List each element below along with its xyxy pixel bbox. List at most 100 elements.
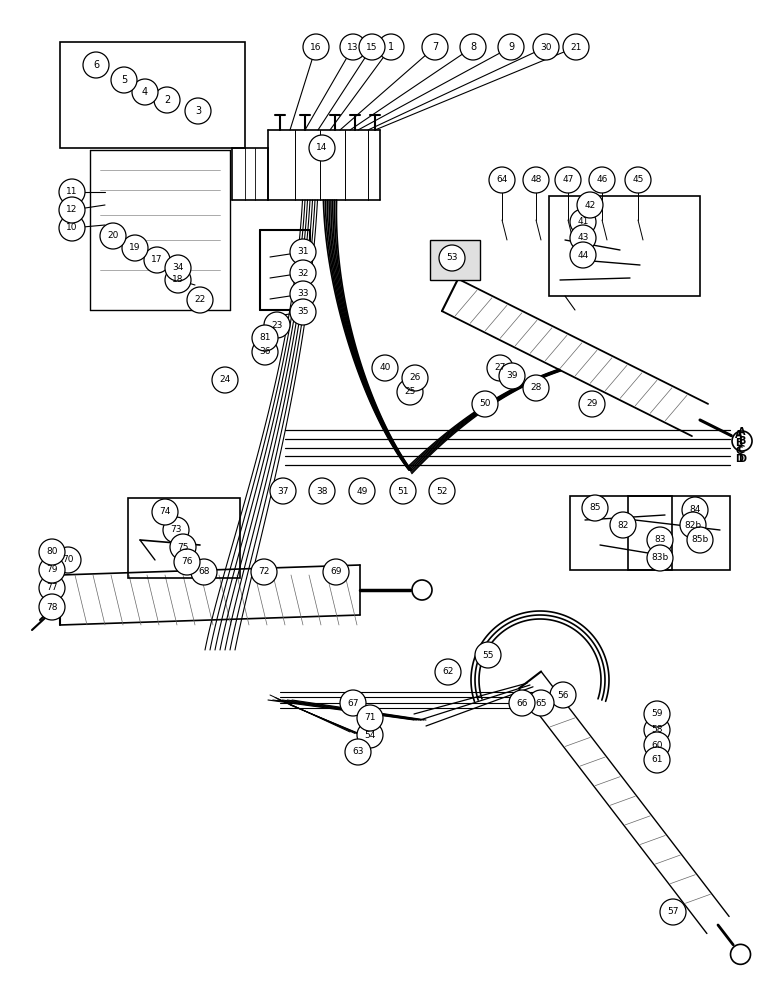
Circle shape bbox=[340, 690, 366, 716]
Circle shape bbox=[264, 312, 290, 338]
Circle shape bbox=[290, 239, 316, 265]
Circle shape bbox=[55, 547, 81, 573]
Text: 25: 25 bbox=[405, 387, 415, 396]
Circle shape bbox=[122, 235, 148, 261]
Circle shape bbox=[357, 722, 383, 748]
Text: 82b: 82b bbox=[685, 520, 702, 530]
Text: 83: 83 bbox=[654, 536, 665, 544]
Text: 41: 41 bbox=[577, 218, 589, 227]
Circle shape bbox=[528, 690, 554, 716]
Text: 27: 27 bbox=[494, 363, 506, 372]
Circle shape bbox=[582, 495, 608, 521]
Text: 49: 49 bbox=[357, 487, 367, 495]
Text: 5: 5 bbox=[121, 75, 127, 85]
Circle shape bbox=[402, 365, 428, 391]
Circle shape bbox=[39, 539, 65, 565]
Circle shape bbox=[439, 245, 465, 271]
Circle shape bbox=[303, 34, 329, 60]
Circle shape bbox=[309, 135, 335, 161]
Circle shape bbox=[687, 527, 713, 553]
Circle shape bbox=[487, 355, 513, 381]
Text: 16: 16 bbox=[310, 42, 322, 51]
Circle shape bbox=[523, 375, 549, 401]
Text: 10: 10 bbox=[66, 224, 78, 232]
Circle shape bbox=[165, 255, 191, 281]
Circle shape bbox=[270, 478, 296, 504]
Text: 66: 66 bbox=[516, 698, 528, 708]
Circle shape bbox=[59, 179, 85, 205]
Circle shape bbox=[509, 690, 535, 716]
Circle shape bbox=[489, 167, 515, 193]
Circle shape bbox=[555, 167, 581, 193]
Circle shape bbox=[152, 499, 178, 525]
Circle shape bbox=[187, 287, 213, 313]
Circle shape bbox=[252, 339, 278, 365]
Circle shape bbox=[359, 34, 385, 60]
Text: 9: 9 bbox=[508, 42, 514, 52]
Circle shape bbox=[309, 478, 335, 504]
Bar bbox=[430, 240, 480, 280]
Text: 83b: 83b bbox=[652, 554, 669, 562]
Circle shape bbox=[460, 34, 486, 60]
Circle shape bbox=[290, 281, 316, 307]
Text: 80: 80 bbox=[46, 548, 58, 556]
Circle shape bbox=[533, 34, 559, 60]
Text: 78: 78 bbox=[46, 602, 58, 611]
Circle shape bbox=[372, 355, 398, 381]
Text: 45: 45 bbox=[632, 176, 644, 184]
Text: 6: 6 bbox=[93, 60, 99, 70]
Circle shape bbox=[429, 478, 455, 504]
Circle shape bbox=[475, 642, 501, 668]
Circle shape bbox=[570, 242, 596, 268]
Text: 47: 47 bbox=[562, 176, 574, 184]
Text: 24: 24 bbox=[219, 375, 231, 384]
Circle shape bbox=[39, 594, 65, 620]
Circle shape bbox=[212, 367, 238, 393]
Circle shape bbox=[435, 659, 461, 685]
Circle shape bbox=[550, 682, 576, 708]
Text: 11: 11 bbox=[66, 188, 78, 196]
Circle shape bbox=[170, 534, 196, 560]
Circle shape bbox=[660, 899, 686, 925]
Text: 81: 81 bbox=[259, 334, 271, 342]
Circle shape bbox=[570, 209, 596, 235]
Text: 8: 8 bbox=[470, 42, 476, 52]
Bar bbox=[570, 496, 672, 570]
Text: 15: 15 bbox=[366, 42, 378, 51]
Circle shape bbox=[570, 225, 596, 251]
Text: 79: 79 bbox=[46, 566, 58, 574]
Circle shape bbox=[682, 497, 708, 523]
Text: 46: 46 bbox=[596, 176, 608, 184]
Text: 58: 58 bbox=[652, 726, 662, 734]
Text: 43: 43 bbox=[577, 233, 589, 242]
Text: 69: 69 bbox=[330, 568, 342, 576]
Text: 22: 22 bbox=[195, 296, 205, 304]
Text: 59: 59 bbox=[652, 710, 662, 718]
Text: 63: 63 bbox=[352, 748, 364, 756]
Circle shape bbox=[290, 299, 316, 325]
Circle shape bbox=[185, 98, 211, 124]
Text: 51: 51 bbox=[398, 487, 408, 495]
Circle shape bbox=[577, 192, 603, 218]
Circle shape bbox=[647, 545, 673, 571]
Text: 39: 39 bbox=[506, 371, 518, 380]
Text: 36: 36 bbox=[259, 348, 271, 357]
Text: 72: 72 bbox=[259, 568, 269, 576]
Text: 30: 30 bbox=[540, 42, 552, 51]
Text: 35: 35 bbox=[297, 308, 309, 316]
Text: 70: 70 bbox=[63, 556, 74, 564]
Text: 61: 61 bbox=[652, 756, 662, 764]
Text: 29: 29 bbox=[586, 399, 598, 408]
Circle shape bbox=[345, 739, 371, 765]
Circle shape bbox=[349, 478, 375, 504]
Circle shape bbox=[610, 512, 636, 538]
Text: 4: 4 bbox=[142, 87, 148, 97]
Circle shape bbox=[251, 559, 277, 585]
Circle shape bbox=[472, 391, 498, 417]
Text: 19: 19 bbox=[129, 243, 141, 252]
Text: D: D bbox=[735, 454, 743, 464]
Circle shape bbox=[499, 363, 525, 389]
Text: 76: 76 bbox=[181, 558, 193, 566]
Circle shape bbox=[252, 325, 278, 351]
Text: 23: 23 bbox=[271, 320, 283, 330]
